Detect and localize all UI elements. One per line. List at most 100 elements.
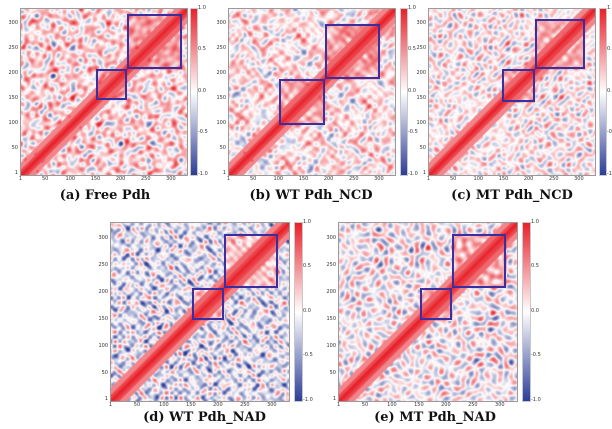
- x-tick-label: 250: [468, 402, 478, 408]
- correlation-map: [20, 8, 188, 176]
- x-tick-label: 150: [298, 176, 309, 182]
- x-tick-label: 50: [133, 402, 141, 408]
- correlation-map: [338, 222, 518, 402]
- y-tick-label: 50: [219, 145, 226, 152]
- domain-box: [96, 69, 127, 100]
- heatmap-canvas: [429, 9, 595, 175]
- x-tick-label: 150: [90, 176, 101, 182]
- y-tick-label: 300: [416, 19, 426, 26]
- colorbar-tick-label: 0.0: [531, 307, 539, 314]
- x-tick-label: 1: [108, 402, 113, 408]
- heatmap-canvas: [21, 9, 187, 175]
- y-tick-label: 50: [419, 145, 426, 152]
- correlation-map: [110, 222, 290, 402]
- domain-box: [126, 14, 182, 70]
- colorbar-tick-label: 0.0: [198, 87, 206, 94]
- x-tick-label: 300: [574, 176, 584, 182]
- domain-box: [452, 233, 507, 288]
- colorbar-tick-label: 0.5: [303, 263, 311, 269]
- y-tick-label: 200: [416, 69, 426, 76]
- y-tick-label: 150: [416, 95, 426, 102]
- colorbar-tick-label: 0.5: [408, 46, 416, 52]
- domain-box: [324, 24, 380, 80]
- x-tick-label: 1: [18, 176, 23, 182]
- colorbar-tick-label: -1.0: [531, 396, 541, 403]
- domain-box: [191, 287, 225, 321]
- x-tick-label: 300: [495, 402, 505, 408]
- colorbar-tick-label: 1.0: [198, 4, 206, 11]
- panel-caption: (c) MT Pdh_NCD: [451, 188, 573, 203]
- panel-caption: (a) Free Pdh: [59, 188, 151, 203]
- panel-e: (e) MT Pdh_NAD 300 250 200 150 100 50 1 1 50 100 1…: [320, 214, 550, 429]
- y-tick-label: 150: [326, 315, 336, 322]
- colorbar-tick-label: -1.0: [607, 170, 612, 177]
- x-tick-label: 100: [159, 402, 169, 408]
- y-tick-label: 100: [416, 120, 426, 127]
- colorbar-tick-label: -0.5: [607, 129, 612, 135]
- heatmap-canvas: [339, 223, 517, 401]
- y-tick-label: 1: [222, 169, 226, 176]
- colorbar-tick-label: -1.0: [408, 170, 418, 177]
- domain-box: [279, 79, 325, 125]
- panel-a: (a) Free Pdh 300 250 200 150 100 50 1 1 50 100 150…: [0, 0, 210, 215]
- x-tick-label: 100: [273, 176, 284, 182]
- x-tick-label: 1: [336, 402, 341, 408]
- colorbar-tick-label: 1.0: [303, 218, 311, 225]
- y-tick-label: 200: [8, 69, 18, 76]
- colorbar-tick-label: 1.0: [607, 4, 612, 11]
- x-tick-label: 250: [240, 402, 250, 408]
- y-tick-label: 300: [326, 234, 336, 241]
- panel-caption: (d) WT Pdh_NAD: [143, 410, 266, 425]
- x-tick-label: 50: [249, 176, 257, 182]
- y-tick-label: 1: [104, 395, 108, 402]
- colorbar: [294, 222, 303, 402]
- y-tick-label: 50: [101, 369, 108, 376]
- domain-box: [534, 19, 585, 70]
- y-tick-label: 1: [422, 169, 426, 176]
- colorbar-tick-label: -0.5: [408, 129, 418, 135]
- panel-caption: (b) WT Pdh_NCD: [249, 188, 373, 203]
- colorbar: [190, 8, 198, 176]
- y-tick-label: 150: [216, 95, 226, 102]
- x-tick-label: 1: [226, 176, 231, 182]
- y-tick-label: 300: [98, 234, 108, 241]
- y-tick-label: 250: [416, 44, 426, 51]
- colorbar-tick-label: -0.5: [303, 352, 313, 358]
- x-tick-label: 300: [166, 176, 176, 182]
- y-tick-label: 150: [98, 315, 108, 322]
- y-tick-label: 300: [216, 19, 226, 26]
- y-tick-label: 250: [98, 261, 108, 268]
- x-tick-label: 300: [267, 402, 277, 408]
- correlation-map: [428, 8, 596, 176]
- y-tick-label: 250: [216, 44, 226, 51]
- heatmap-canvas: [111, 223, 289, 401]
- x-tick-label: 150: [498, 176, 509, 182]
- domain-box: [224, 233, 279, 288]
- correlation-map: [228, 8, 396, 176]
- colorbar-tick-label: 0.5: [607, 46, 612, 52]
- x-tick-label: 250: [348, 176, 359, 182]
- x-tick-label: 250: [140, 176, 151, 182]
- x-tick-label: 100: [473, 176, 484, 182]
- y-tick-label: 250: [326, 261, 336, 268]
- y-tick-label: 200: [216, 69, 226, 76]
- x-tick-label: 100: [387, 402, 397, 408]
- heatmap-canvas: [229, 9, 395, 175]
- x-tick-label: 50: [41, 176, 49, 182]
- y-tick-label: 100: [326, 342, 336, 349]
- colorbar-tick-label: 0.0: [303, 307, 311, 314]
- colorbar: [522, 222, 531, 402]
- x-tick-label: 150: [186, 402, 196, 408]
- x-tick-label: 300: [374, 176, 384, 182]
- colorbar: [599, 8, 607, 176]
- x-tick-label: 200: [115, 176, 126, 182]
- colorbar-tick-label: 0.5: [531, 263, 539, 269]
- y-tick-label: 250: [8, 44, 18, 51]
- colorbar-tick-label: 0.5: [198, 46, 206, 52]
- domain-box: [501, 69, 535, 103]
- y-tick-label: 1: [14, 169, 18, 176]
- y-tick-label: 100: [98, 342, 108, 349]
- y-tick-label: 1: [332, 395, 336, 402]
- colorbar: [400, 8, 408, 176]
- x-tick-label: 200: [523, 176, 534, 182]
